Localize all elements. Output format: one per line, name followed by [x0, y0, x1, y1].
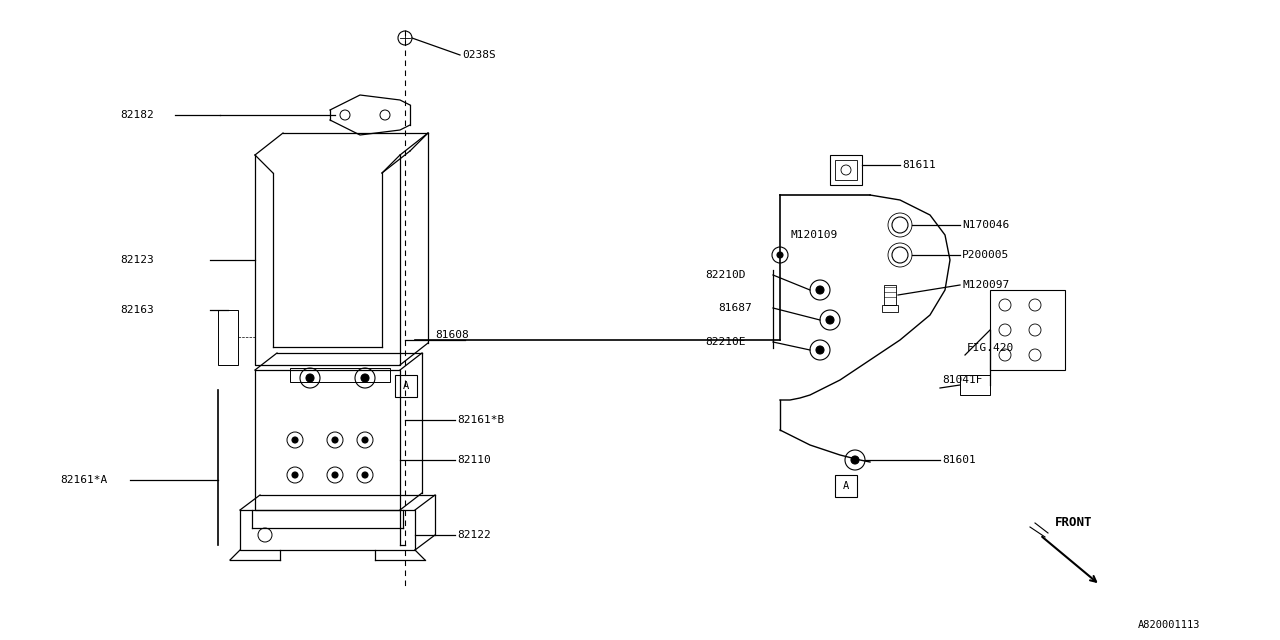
Bar — [989, 290, 1065, 370]
Text: 82210D: 82210D — [705, 270, 745, 280]
Circle shape — [362, 472, 369, 478]
Text: 82110: 82110 — [457, 455, 490, 465]
Circle shape — [777, 252, 783, 258]
Text: 82122: 82122 — [457, 530, 490, 540]
Text: N170046: N170046 — [963, 220, 1009, 230]
Circle shape — [362, 437, 369, 443]
Circle shape — [292, 472, 298, 478]
Text: 82210E: 82210E — [705, 337, 745, 347]
Bar — [291, 368, 390, 382]
Text: 82163: 82163 — [120, 305, 154, 315]
Circle shape — [332, 472, 338, 478]
Text: A: A — [842, 481, 849, 491]
Text: 81601: 81601 — [942, 455, 975, 465]
Text: 82161*B: 82161*B — [457, 415, 504, 425]
Text: M120097: M120097 — [963, 280, 1009, 290]
Text: 0238S: 0238S — [462, 50, 495, 60]
Circle shape — [361, 374, 369, 382]
Text: 82123: 82123 — [120, 255, 154, 265]
Bar — [884, 285, 896, 305]
Bar — [960, 375, 989, 395]
Text: FIG.420: FIG.420 — [966, 343, 1014, 353]
Bar — [835, 160, 858, 180]
Text: 82182: 82182 — [120, 110, 154, 120]
Text: P200005: P200005 — [963, 250, 1009, 260]
Bar — [829, 155, 861, 185]
Text: 81611: 81611 — [902, 160, 936, 170]
Text: 81041F: 81041F — [942, 375, 983, 385]
Circle shape — [292, 437, 298, 443]
Bar — [882, 305, 899, 312]
Bar — [396, 375, 417, 397]
Circle shape — [851, 456, 859, 464]
Text: 82161*A: 82161*A — [60, 475, 108, 485]
Circle shape — [817, 286, 824, 294]
Text: A: A — [403, 381, 410, 391]
Text: 81608: 81608 — [435, 330, 468, 340]
Circle shape — [817, 346, 824, 354]
Circle shape — [826, 316, 835, 324]
Text: A820001113: A820001113 — [1138, 620, 1201, 630]
Text: 81687: 81687 — [718, 303, 751, 313]
Bar — [218, 310, 238, 365]
Text: FRONT: FRONT — [1055, 516, 1093, 529]
Bar — [835, 475, 858, 497]
Text: M120109: M120109 — [790, 230, 837, 240]
Circle shape — [306, 374, 314, 382]
Circle shape — [332, 437, 338, 443]
